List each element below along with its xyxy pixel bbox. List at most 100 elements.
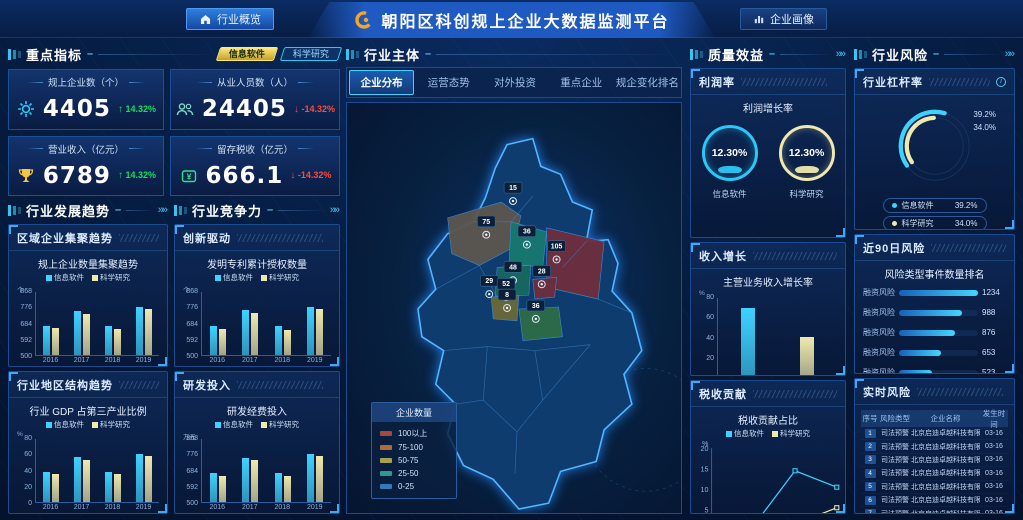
- title-decor-icon: [8, 204, 21, 216]
- svg-text:20: 20: [700, 445, 708, 453]
- quality-benefit-section: 质量效益 – »» 利润率 利润增长率 12.30% 信息软件 12.30% 科…: [690, 44, 846, 514]
- stat-card-revenue: 营业收入（亿元） 6789 ↑ 14.32%: [8, 135, 164, 196]
- map-marker[interactable]: 28: [532, 265, 551, 289]
- nav-label: 行业概览: [217, 14, 261, 26]
- table-row[interactable]: 6司法预警北京启迪卓越科技有限公司03-16: [861, 494, 1008, 508]
- map-legend-row: 75-100: [372, 441, 456, 454]
- panel-realtime-risk: 实时风险 序号 风险类型 企业名称 发生时间 1司法预警北京启迪卓越科技有限公司…: [854, 378, 1015, 514]
- risk-rank-row: 融资风险 1234: [863, 288, 1000, 297]
- panel-rnd: 研发投入 研发经费投入 信息软件 科学研究 万元 868 776 684 592 500 2016…: [174, 371, 340, 514]
- platform-logo-icon: [353, 10, 373, 30]
- industry-main-section: 行业主体 – 企业分布 运营态势 对外投资 重点企业 规企变化排名: [346, 44, 682, 514]
- table-row[interactable]: 3司法预警北京启迪卓越科技有限公司03-16: [861, 454, 1008, 468]
- svg-text:29: 29: [485, 278, 493, 285]
- app-header: 行业概览 朝阳区科创规上企业大数据监测平台 企业画像: [0, 0, 1023, 38]
- map-legend: 企业数量 100以上 75-100 50-75 25-50 0-25: [371, 402, 457, 499]
- svg-text:15: 15: [509, 185, 517, 192]
- leverage-legend-science-research: 科学研究 34.0%: [882, 216, 987, 229]
- map-marker[interactable]: 48: [503, 261, 523, 285]
- section-title-quality: 质量效益 – »»: [690, 44, 846, 64]
- svg-text:48: 48: [509, 264, 517, 271]
- risk-table-body: 1司法预警北京启迪卓越科技有限公司03-162司法预警北京启迪卓越科技有限公司0…: [861, 427, 1008, 513]
- chart-enterprise-agglomeration: 规上企业数量集聚趋势 信息软件 科学研究个 868 776 684 592 500 2016 20…: [9, 256, 167, 364]
- map-marker[interactable]: 36: [517, 225, 537, 249]
- svg-text:28: 28: [538, 268, 546, 275]
- tab-change-ranking[interactable]: 规企变化排名: [615, 77, 679, 89]
- panel-income-growth: 收入增长 主营业务收入增长率%80604020020182019: [690, 242, 846, 376]
- title-decor-icon: [690, 48, 703, 60]
- map-marker[interactable]: 36: [526, 299, 545, 323]
- svg-text:105: 105: [551, 244, 563, 251]
- chart-income-growth: 主营业务收入增长率%80604020020182019: [691, 274, 845, 375]
- panel-profit-rate: 利润率 利润增长率 12.30% 信息软件 12.30% 科学研究: [690, 68, 846, 238]
- map-legend-row: 25-50: [372, 467, 456, 480]
- svg-text:%: %: [702, 441, 709, 448]
- tab-outbound-investment[interactable]: 对外投资: [494, 77, 536, 89]
- chart-rnd-fund: 研发经费投入 信息软件 科学研究 万元 868 776 684 592 500 2016 2017 2…: [175, 403, 339, 511]
- key-indicators-section: 重点指标 – 信息软件 科学研究 规上企业数（个） 4405 ↑ 14.32% …: [8, 44, 343, 196]
- map-legend-row: 50-75: [372, 454, 456, 467]
- tab-operation-status[interactable]: 运营态势: [427, 77, 470, 89]
- map-svg: 15 75 36 105 48 28 29 52 8 36: [417, 137, 681, 510]
- section-title-dev-trend: 行业发展趋势 – »»: [8, 200, 168, 220]
- section-title-risk: 行业风险 – »»: [854, 44, 1015, 64]
- table-row[interactable]: 2司法预警北京启迪卓越科技有限公司03-16: [861, 440, 1008, 454]
- industry-dev-trend-section: 行业发展趋势 – »» 区域企业集聚趋势 规上企业数量集聚趋势 信息软件 科学研究个…: [8, 200, 168, 514]
- risk-rank-row: 融资风险 523: [863, 368, 996, 374]
- tab-key-enterprises[interactable]: 重点企业: [560, 77, 603, 89]
- more-arrow-icon[interactable]: »»: [1004, 48, 1015, 60]
- chart-patents: 发明专利累计授权数量 信息软件 科学研究个 868 776 684 592 500 2016 20…: [175, 256, 339, 364]
- risk-rank-row: 融资风险 876: [863, 328, 996, 337]
- industry-main-tabs: 企业分布 运营态势 对外投资 重点企业 规企变化排名: [346, 67, 682, 98]
- map-marker[interactable]: 15: [503, 181, 523, 206]
- district-map[interactable]: 15 75 36 105 48 28 29 52 8 36 企业数量 100以上 75-100 50-…: [346, 102, 682, 514]
- people-icon: [175, 99, 195, 119]
- table-row[interactable]: 7司法预警北京启迪卓越科技有限公司03-16: [861, 507, 1008, 513]
- panel-innovation: 创新驱动 发明专利累计授权数量 信息软件 科学研究个 868 776 684 592 500 2…: [174, 224, 340, 367]
- gauge-science-research: 12.30% 科学研究: [778, 125, 835, 200]
- section-title-key-indicators: 重点指标 – 信息软件 科学研究: [8, 44, 343, 64]
- nav-industry-overview[interactable]: 行业概览: [186, 8, 274, 30]
- more-arrow-icon[interactable]: »»: [329, 204, 340, 216]
- map-marker[interactable]: 8: [497, 288, 517, 312]
- svg-text:15: 15: [700, 465, 708, 473]
- svg-text:52: 52: [502, 281, 510, 288]
- stat-card-tax: 留存税收（亿元） ¥ 666.1 ↓ -14.32%: [169, 135, 340, 196]
- map-marker[interactable]: 29: [480, 275, 499, 299]
- trophy-icon: [16, 166, 36, 186]
- map-marker[interactable]: 75: [477, 215, 496, 239]
- section-title-industry-main: 行业主体 –: [346, 44, 682, 64]
- panel-region-structure: 行业地区结构趋势 行业 GDP 占第三产业比例 信息软件 科学研究% 80 60 40 20…: [8, 371, 168, 514]
- table-row[interactable]: 1司法预警北京启迪卓越科技有限公司03-16: [861, 427, 1008, 441]
- leverage-legend-info-software: 信息软件 39.2%: [882, 198, 987, 213]
- panel-risk-90d: 近90日风险 风险类型事件数量排名 融资风险 1234 融资风险 988 融资风险 876 融…: [854, 234, 1015, 374]
- toggle-info-software[interactable]: 信息软件: [215, 47, 279, 61]
- more-arrow-icon[interactable]: »»: [835, 48, 846, 60]
- chart-gdp-share: 行业 GDP 占第三产业比例 信息软件 科学研究% 80 60 40 20 0 2016 2017…: [9, 403, 167, 511]
- title-decor-icon: [174, 204, 187, 216]
- stat-card-employees: 从业人员数（人） 24405 ↓ -14.32%: [169, 69, 340, 130]
- map-legend-row: 100以上: [372, 426, 456, 441]
- toggle-science-research[interactable]: 科学研究: [279, 47, 343, 61]
- title-decor-icon: [854, 48, 867, 60]
- more-arrow-icon[interactable]: »»: [157, 204, 168, 216]
- nav-enterprise-profile[interactable]: 企业画像: [740, 8, 827, 30]
- risk-rank-row: 融资风险 988: [863, 308, 996, 317]
- home-icon: [200, 14, 211, 24]
- svg-text:75: 75: [482, 219, 490, 226]
- risk-table-header: 序号 风险类型 企业名称 发生时间: [861, 409, 1008, 429]
- table-row[interactable]: 5司法预警北京启迪卓越科技有限公司03-16: [861, 481, 1008, 494]
- map-marker[interactable]: 105: [547, 240, 566, 264]
- industry-risk-section: 行业风险 – »» 行业杠杆率 i 39.2% 34.0% 信息软件 39.2% 科…: [854, 44, 1015, 514]
- svg-text:36: 36: [532, 303, 540, 310]
- tab-enterprise-distribution[interactable]: 企业分布: [349, 70, 415, 95]
- svg-text:10: 10: [700, 486, 708, 494]
- svg-text:36: 36: [523, 229, 531, 236]
- nav-label: 企业画像: [770, 14, 814, 26]
- panel-tax-contribution: 税收贡献 税收贡献占比信息软件科学研究05101520%201620172018…: [690, 380, 846, 514]
- chart-risk-ranking: 风险类型事件数量排名 融资风险 1234 融资风险 988 融资风险 876 融资风险 653 融…: [855, 266, 1014, 374]
- chart-leverage-donut: [855, 99, 1014, 193]
- info-icon[interactable]: i: [996, 77, 1006, 87]
- table-row[interactable]: 4司法预警北京启迪卓越科技有限公司03-16: [861, 467, 1008, 481]
